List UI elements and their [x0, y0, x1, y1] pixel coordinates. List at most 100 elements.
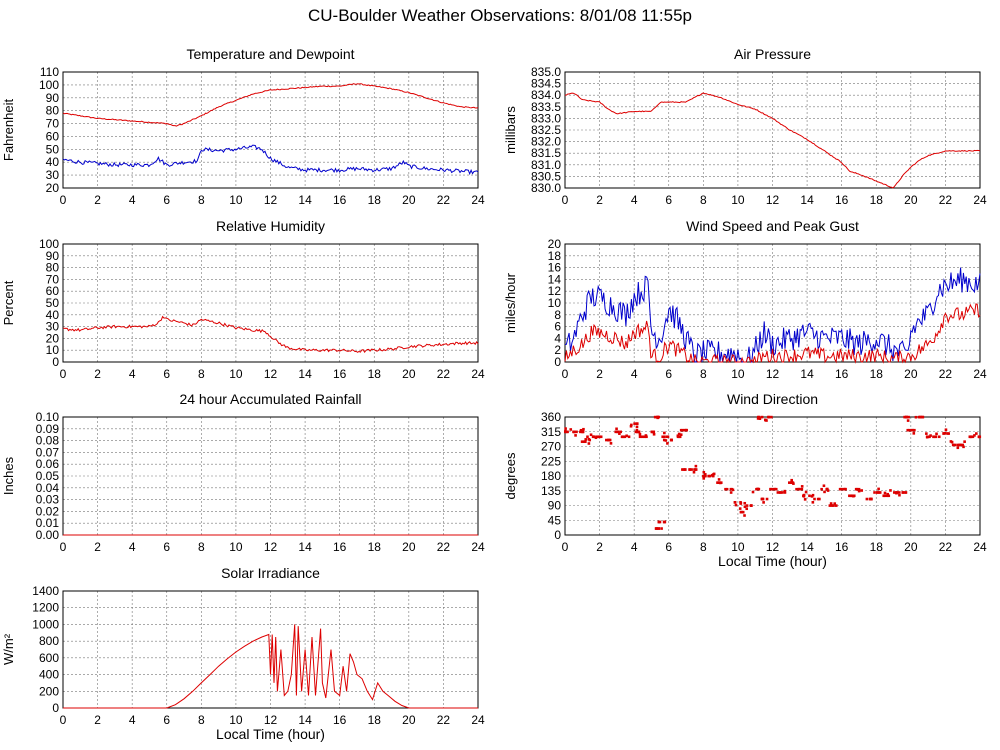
temperature-title: Temperature and Dewpoint [186, 46, 354, 62]
wind-direction-xtick-label: 8 [700, 540, 707, 554]
wind-direction-point [565, 430, 568, 434]
wind-speed-xtick-label: 0 [562, 367, 569, 381]
solar-xtick-label: 12 [264, 713, 278, 727]
wind-direction-point [743, 505, 747, 509]
temperature-xtick-label: 18 [368, 193, 382, 207]
wind-direction-point [688, 468, 691, 471]
wind-direction-point [943, 431, 947, 435]
humidity-series-red [62, 315, 479, 353]
wind-direction-ytick-label: 90 [548, 499, 562, 513]
rainfall-ytick-label: 0.10 [36, 410, 60, 424]
wind-direction-point [778, 491, 782, 494]
wind-direction-point [653, 415, 657, 419]
wind-direction-point [741, 510, 745, 514]
wind-direction-point [776, 491, 780, 494]
wind-direction-point [666, 442, 669, 445]
humidity-ytick-label: 0 [52, 355, 59, 369]
wind-direction-point [917, 415, 921, 419]
wind-direction-point [908, 428, 911, 432]
rainfall-ylabel: Inches [1, 456, 16, 495]
pressure-ylabel: millibars [503, 106, 518, 154]
wind-direction-point [679, 433, 683, 436]
wind-direction-xtick-label: 20 [904, 540, 918, 554]
wind-direction-point [860, 489, 864, 492]
temperature-xtick-label: 22 [437, 193, 451, 207]
wind-direction-point [584, 438, 588, 441]
wind-direction-point [658, 520, 662, 524]
wind-direction-point [949, 440, 953, 443]
wind-direction-point [745, 507, 749, 511]
wind-direction-point [580, 440, 584, 443]
rainfall-xtick-label: 4 [129, 540, 136, 554]
wind-direction-point [660, 527, 663, 530]
wind-direction-point [694, 464, 698, 468]
wind-direction-point [811, 501, 815, 504]
wind-direction-xtick-label: 14 [800, 540, 814, 554]
wind-direction-point [762, 501, 765, 504]
wind-direction-point [616, 430, 620, 434]
wind-speed-title: Wind Speed and Peak Gust [686, 218, 859, 234]
wind-direction-point [869, 497, 873, 501]
rainfall-ytick-label: 0.00 [36, 528, 60, 542]
pressure-title: Air Pressure [734, 46, 811, 62]
wind-direction-point [892, 491, 896, 494]
humidity-title: Relative Humidity [216, 218, 325, 234]
wind-direction-point [885, 494, 889, 498]
wind-direction-point [638, 432, 642, 436]
wind-direction-point [716, 481, 719, 484]
pressure-xtick-label: 18 [870, 193, 884, 207]
wind-direction-chart: 0 2 4 6 8 10 12 14 16 18 20 22 240459013518022527031… [503, 391, 987, 569]
wind-direction-point [625, 434, 628, 438]
humidity-ytick-label: 40 [46, 308, 60, 322]
wind-direction-point [935, 432, 938, 436]
wind-direction-point [629, 424, 633, 428]
wind-direction-point [855, 487, 859, 491]
wind-direction-point [830, 504, 834, 507]
humidity-xtick-label: 8 [198, 367, 205, 381]
wind-direction-point [630, 423, 633, 427]
wind-direction-point [661, 435, 664, 439]
wind-direction-point [769, 487, 773, 491]
wind-direction-point [828, 504, 832, 507]
wind-direction-point [911, 428, 914, 432]
wind-direction-point [969, 435, 973, 439]
wind-direction-point [663, 431, 666, 435]
wind-direction-point [770, 415, 773, 419]
wind-direction-point [635, 422, 639, 425]
wind-direction-point [572, 430, 576, 434]
wind-direction-point [788, 481, 791, 484]
wind-direction-point [772, 487, 775, 491]
rainfall-ytick-label: 0.03 [36, 493, 60, 507]
wind-direction-ytick-label: 135 [541, 484, 561, 498]
pressure-ytick-label: 834.0 [531, 88, 561, 102]
wind-direction-point [756, 415, 760, 419]
wind-direction-point [825, 487, 829, 491]
wind-direction-point [958, 443, 961, 447]
wind-direction-point [913, 428, 916, 432]
wind-direction-point [743, 514, 746, 517]
solar-ytick-label: 200 [39, 684, 59, 698]
wind-direction-point [896, 491, 899, 494]
wind-direction-point [850, 494, 854, 498]
wind-direction-point [756, 417, 760, 420]
wind-direction-point [971, 435, 975, 439]
wind-direction-point [663, 435, 666, 439]
temperature-ytick-label: 100 [39, 78, 59, 92]
temperature-ytick-label: 20 [46, 181, 60, 195]
wind-direction-ytick-label: 225 [541, 454, 561, 468]
wind-direction-point [655, 527, 658, 530]
rainfall-ytick-label: 0.07 [36, 445, 60, 459]
solar-xlabel: Local Time (hour) [216, 726, 325, 742]
rainfall-ytick-label: 0.02 [36, 504, 60, 518]
wind-direction-point [810, 495, 814, 498]
solar-ylabel: W/m² [1, 633, 16, 665]
temperature-xtick-label: 0 [60, 193, 67, 207]
wind-direction-point [813, 497, 816, 501]
wind-direction-point [634, 430, 638, 434]
wind-direction-xtick-label: 0 [562, 540, 569, 554]
wind-direction-point [685, 428, 688, 432]
wind-direction-point [792, 482, 795, 485]
wind-direction-point [937, 435, 941, 439]
wind-direction-point [760, 415, 764, 419]
